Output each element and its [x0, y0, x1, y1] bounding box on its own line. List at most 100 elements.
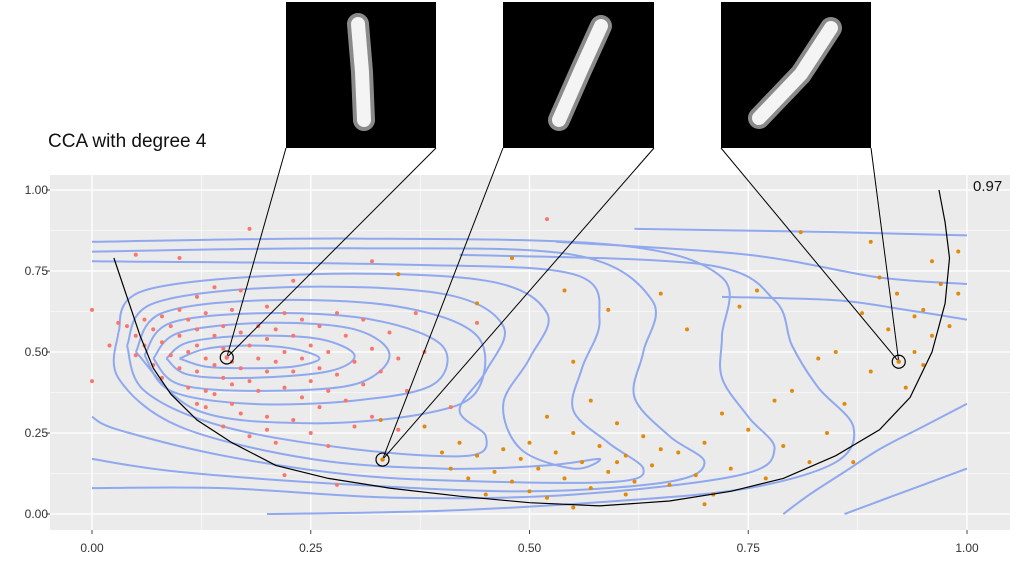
data-point	[186, 385, 191, 390]
data-point	[378, 369, 383, 374]
data-point	[632, 479, 637, 484]
highlight-marker	[891, 354, 906, 369]
data-point	[536, 466, 541, 471]
axis-ticks: 0.00 0.25 0.50 0.75 1.00 0.00 0.25 0.50 0.75 1.00	[25, 183, 979, 555]
data-point	[361, 382, 366, 387]
data-point	[177, 366, 182, 371]
contour-line-12	[555, 240, 968, 285]
data-point	[720, 411, 724, 416]
data-point	[125, 324, 129, 329]
data-point	[571, 359, 576, 364]
data-point	[518, 456, 523, 461]
data-point	[956, 249, 961, 254]
data-point	[693, 473, 698, 478]
data-point	[133, 333, 138, 338]
data-point	[352, 424, 357, 429]
data-point	[282, 350, 287, 354]
contour-line-7	[112, 272, 602, 470]
data-point	[230, 401, 234, 406]
data-point	[562, 476, 567, 481]
data-point	[326, 388, 331, 393]
connector-line	[226, 147, 287, 358]
data-point	[527, 440, 532, 445]
data-point	[90, 307, 94, 312]
digit-stroke	[351, 17, 371, 127]
data-point	[448, 466, 453, 471]
data-point	[501, 447, 506, 452]
highlight-point	[380, 457, 385, 462]
x-tick-label: 0.75	[737, 541, 761, 555]
data-point	[912, 350, 917, 354]
data-point	[195, 343, 199, 348]
data-point	[562, 288, 567, 293]
data-point	[886, 327, 891, 332]
data-point	[168, 353, 173, 358]
data-point	[510, 256, 514, 261]
highlight-point	[224, 355, 229, 360]
x-tick-label: 1.00	[955, 541, 979, 555]
data-point	[798, 230, 803, 235]
contour-line-10	[91, 237, 776, 500]
data-point	[833, 350, 838, 354]
data-point	[396, 356, 401, 361]
data-point	[343, 398, 348, 403]
data-point	[212, 333, 217, 338]
data-point	[230, 307, 234, 312]
data-point	[405, 388, 409, 393]
data-point	[177, 333, 182, 338]
data-point	[623, 453, 628, 458]
data-point	[816, 356, 821, 361]
data-point	[378, 418, 383, 423]
data-point	[300, 317, 304, 322]
data-point	[895, 291, 899, 296]
data-point	[790, 388, 794, 393]
data-point	[238, 288, 243, 293]
data-point	[265, 369, 269, 374]
data-point	[256, 388, 261, 393]
data-point	[265, 304, 269, 309]
digit-one-upright	[286, 2, 436, 148]
data-point	[571, 431, 576, 435]
data-point	[317, 405, 322, 410]
data-point	[475, 320, 479, 325]
data-point	[273, 359, 278, 364]
data-point	[527, 489, 532, 494]
data-point	[282, 385, 287, 390]
data-point	[238, 366, 243, 371]
data-point	[273, 327, 278, 332]
data-point	[168, 324, 173, 329]
connector-line	[382, 147, 655, 460]
data-point	[186, 350, 191, 354]
data-point	[203, 356, 208, 361]
data-point	[588, 398, 593, 403]
curve-line	[113, 189, 951, 507]
data-point	[921, 362, 926, 367]
contour-lines	[91, 227, 968, 515]
contour-line-5	[134, 298, 487, 425]
connector-line	[870, 147, 900, 362]
data-point	[203, 388, 208, 393]
digit-stroke	[752, 21, 838, 125]
data-point	[492, 469, 497, 474]
data-point	[422, 424, 427, 429]
x-tick-label: 0.25	[299, 541, 323, 555]
contour-line-8	[91, 260, 645, 484]
data-point	[851, 460, 856, 465]
data-point	[387, 330, 392, 335]
chart-title: CCA with degree 4	[48, 131, 207, 152]
data-point	[877, 275, 882, 280]
data-point	[212, 362, 217, 367]
data-point	[763, 476, 768, 481]
y-tick-label: 0.50	[25, 345, 49, 359]
data-point	[702, 440, 707, 445]
data-point	[247, 379, 252, 384]
data-point	[571, 505, 576, 510]
data-point	[317, 366, 322, 371]
data-point	[300, 395, 304, 400]
data-point	[195, 294, 199, 299]
data-point	[868, 239, 873, 244]
data-point	[195, 369, 199, 374]
x-tick-label: 0.00	[80, 541, 104, 555]
data-point	[807, 460, 812, 465]
contour-line-9	[91, 247, 706, 493]
